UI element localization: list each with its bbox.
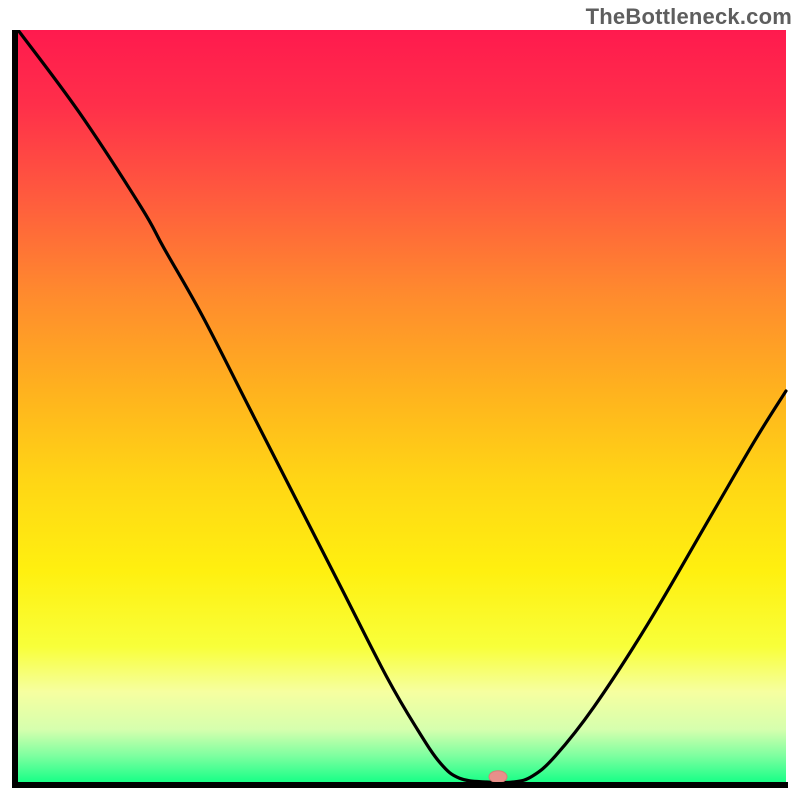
chart-svg (12, 30, 788, 788)
source-attribution: TheBottleneck.com (586, 4, 792, 30)
optimum-marker (489, 771, 507, 783)
top-banner: TheBottleneck.com (0, 0, 800, 30)
page-root: TheBottleneck.com (0, 0, 800, 800)
bottleneck-chart (12, 30, 788, 788)
chart-background (18, 30, 786, 782)
